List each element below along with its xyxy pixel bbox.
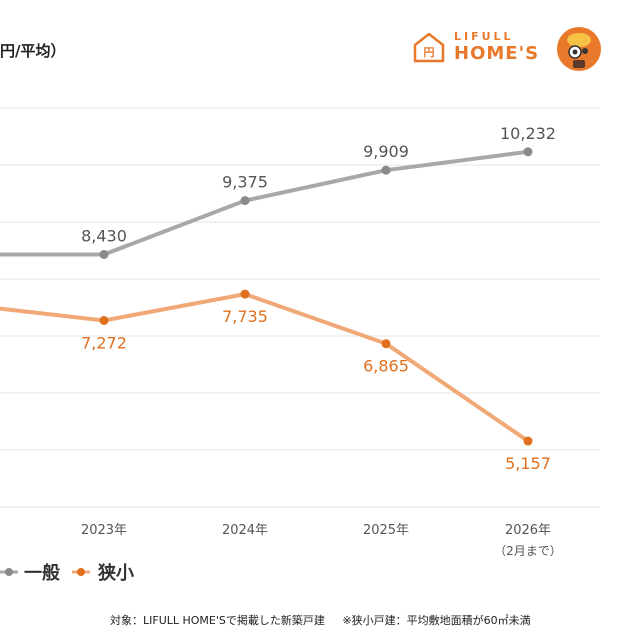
data-labels: 8,430 9,375 9,909 10,232 7,272 7,735 6,865 5,15… xyxy=(81,124,556,473)
data-point xyxy=(381,165,391,175)
house-icon: 円 xyxy=(413,32,445,63)
data-point xyxy=(381,339,391,349)
x-axis-labels: 2023年 2024年 2025年 2026年 （2月まで） xyxy=(81,523,562,558)
svg-text:円: 円 xyxy=(424,46,435,59)
brand-logo: 円 LIFULL HOME'S xyxy=(412,26,602,72)
x-tick-label: 2024年 xyxy=(222,523,268,538)
data-point xyxy=(240,289,250,299)
unit-label: 円/平均） xyxy=(0,42,66,60)
data-label: 7,272 xyxy=(81,333,127,352)
data-label: 6,865 xyxy=(363,357,409,376)
x-tick-label: 2025年 xyxy=(363,523,409,538)
data-point xyxy=(99,249,109,259)
grid-lines xyxy=(0,107,600,508)
legend: 一般 狭小 xyxy=(0,562,134,584)
data-label: 7,735 xyxy=(222,307,268,326)
data-label: 10,232 xyxy=(500,124,556,143)
legend-marker xyxy=(77,568,85,576)
data-point xyxy=(240,196,250,206)
data-point xyxy=(99,315,109,325)
legend-label-small: 狭小 xyxy=(97,562,134,584)
series-lines xyxy=(0,149,530,444)
data-point xyxy=(523,147,533,157)
series-line-general xyxy=(0,149,530,257)
legend-marker xyxy=(5,568,13,576)
data-point xyxy=(523,436,533,446)
legend-label-general: 一般 xyxy=(24,562,60,584)
x-tick-label: 2023年 xyxy=(81,523,127,538)
footnote-definition: ※狭小戸建：平均敷地面積が60㎡未満 xyxy=(342,614,531,627)
data-label: 9,375 xyxy=(222,173,268,192)
data-label: 8,430 xyxy=(81,226,127,245)
data-label: 9,909 xyxy=(363,142,409,161)
logo-line2: HOME'S xyxy=(454,43,540,64)
logo-line1: LIFULL xyxy=(454,30,514,43)
x-tick-sublabel: （2月まで） xyxy=(494,544,562,558)
data-points xyxy=(99,147,533,446)
footnote-target: 対象：LIFULL HOME'Sで掲載した新築戸建 xyxy=(110,614,325,627)
mascot-icon xyxy=(557,27,601,71)
footnote: 対象：LIFULL HOME'Sで掲載した新築戸建 ※狭小戸建：平均敷地面積が6… xyxy=(110,612,545,628)
x-tick-label: 2026年 xyxy=(505,523,551,538)
data-label: 5,157 xyxy=(505,454,551,473)
